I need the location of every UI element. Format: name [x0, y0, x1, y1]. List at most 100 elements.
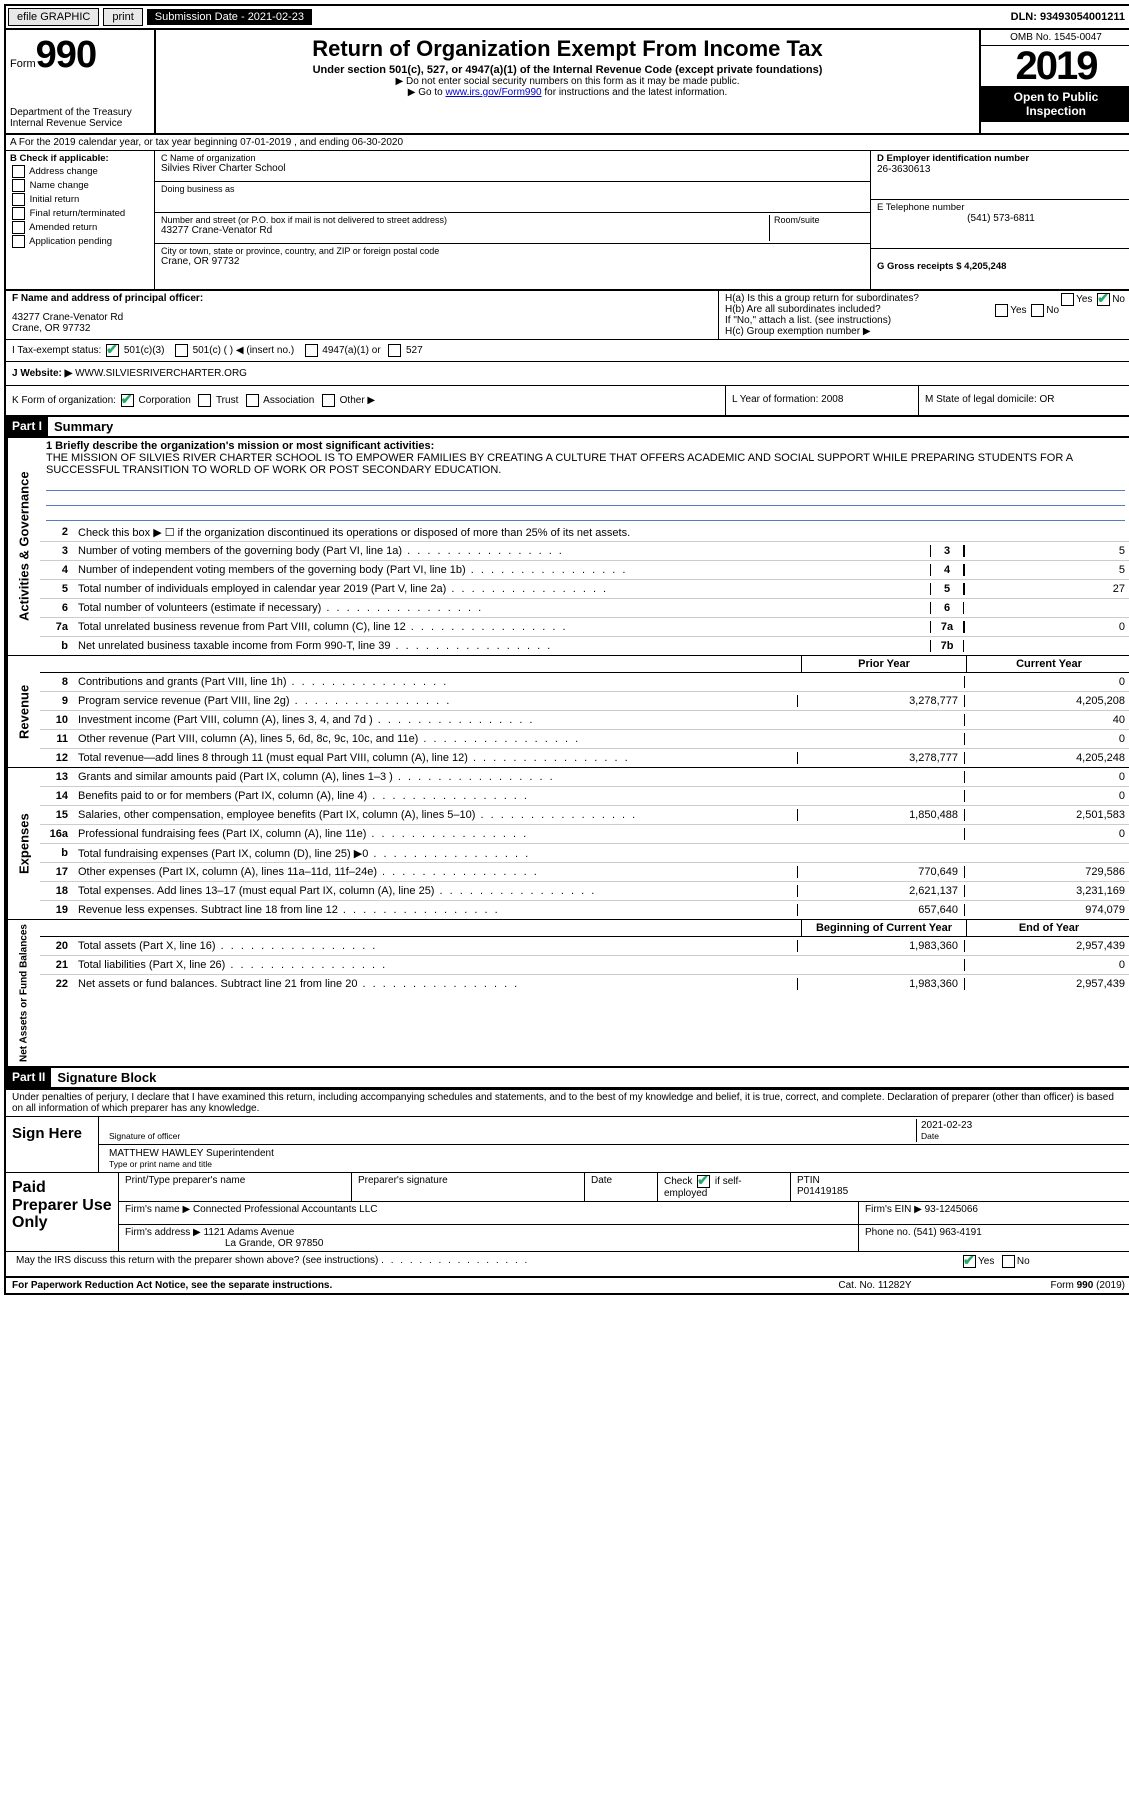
ein-label: D Employer identification number	[877, 153, 1125, 164]
net-col-hdr: Beginning of Current Year End of Year	[40, 920, 1129, 937]
row-klm: K Form of organization: Corporation Trus…	[6, 386, 1129, 417]
line-4: 4Number of independent voting members of…	[40, 561, 1129, 580]
line-19: 19Revenue less expenses. Subtract line 1…	[40, 901, 1129, 919]
firm-phone: (541) 963-4191	[913, 1227, 981, 1238]
dln: DLN: 93493054001211	[1011, 11, 1129, 23]
discuss-yes-chk[interactable]	[963, 1255, 976, 1268]
line-current: 0	[964, 790, 1129, 802]
paid-label: Paid Preparer Use Only	[6, 1173, 119, 1251]
gross-label: G Gross receipts $ 4,205,248	[877, 261, 1125, 272]
form-line3: ▶ Go to www.irs.gov/Form990 for instruct…	[160, 87, 975, 98]
chk-application-pending[interactable]: Application pending	[10, 235, 150, 248]
chk-501c[interactable]	[175, 344, 188, 357]
line-box: 3	[930, 545, 964, 557]
footer-left: For Paperwork Reduction Act Notice, see …	[12, 1280, 775, 1291]
tax-label: I Tax-exempt status:	[12, 345, 101, 356]
line-desc: Net assets or fund balances. Subtract li…	[74, 977, 797, 991]
dept-label: Department of the Treasury	[10, 107, 150, 118]
phone-value: (541) 573-6811	[877, 213, 1125, 224]
chk-4947[interactable]	[305, 344, 318, 357]
firm-addr-label: Firm's address ▶	[125, 1227, 201, 1238]
expenses-section: Expenses 13Grants and similar amounts pa…	[6, 768, 1129, 920]
hb-yes: Yes	[1010, 305, 1026, 316]
cell-dba: Doing business as	[155, 182, 870, 213]
discuss-no-chk[interactable]	[1002, 1255, 1015, 1268]
print-button[interactable]: print	[103, 8, 142, 26]
sig-name-line: MATTHEW HAWLEY Superintendent Type or pr…	[99, 1145, 1129, 1172]
ha-no-chk[interactable]	[1097, 293, 1110, 306]
chk-trust[interactable]	[198, 394, 211, 407]
name-title-caption: Type or print name and title	[109, 1159, 1121, 1169]
line-num: 6	[40, 602, 74, 614]
inspect2: Inspection	[983, 104, 1129, 118]
hb-no-chk[interactable]	[1031, 304, 1044, 317]
line-num: 7a	[40, 621, 74, 633]
p-sig-label: Preparer's signature	[352, 1173, 585, 1201]
part2-header: Part II Signature Block	[6, 1068, 1129, 1088]
chk-name-change[interactable]: Name change	[10, 179, 150, 192]
line-desc: Number of independent voting members of …	[74, 563, 930, 577]
line-desc: Contributions and grants (Part VIII, lin…	[74, 675, 797, 689]
eoy-hdr: End of Year	[966, 920, 1129, 936]
cell-org-name: C Name of organization Silvies River Cha…	[155, 151, 870, 182]
chk-527[interactable]	[388, 344, 401, 357]
chk-corp[interactable]	[121, 394, 134, 407]
line-current: 4,205,248	[964, 752, 1129, 764]
chk-final-return[interactable]: Final return/terminated	[10, 207, 150, 220]
top-bar: efile GRAPHIC print Submission Date - 20…	[6, 6, 1129, 30]
line-b: bTotal fundraising expenses (Part IX, co…	[40, 844, 1129, 863]
line-2: 2 Check this box ▶ ☐ if the organization…	[40, 523, 1129, 542]
hb-yes-chk[interactable]	[995, 304, 1008, 317]
irs-link[interactable]: www.irs.gov/Form990	[445, 87, 541, 98]
line-val: 27	[964, 583, 1129, 595]
mission-underline3	[46, 506, 1125, 521]
sign-here-content: Signature of officer 2021-02-23 Date MAT…	[99, 1117, 1129, 1172]
h-a: H(a) Is this a group return for subordin…	[725, 293, 1125, 304]
line-current: 40	[964, 714, 1129, 726]
row-a-tax-year: A For the 2019 calendar year, or tax yea…	[6, 135, 1129, 151]
ha-yes-chk[interactable]	[1061, 293, 1074, 306]
line-desc: Professional fundraising fees (Part IX, …	[74, 827, 797, 841]
chk-other[interactable]	[322, 394, 335, 407]
boy-hdr: Beginning of Current Year	[801, 920, 966, 936]
governance-section: Activities & Governance 1 Briefly descri…	[6, 438, 1129, 656]
line-14: 14Benefits paid to or for members (Part …	[40, 787, 1129, 806]
expenses-body: 13Grants and similar amounts paid (Part …	[40, 768, 1129, 919]
footer-right: Form 990 (2019)	[975, 1280, 1125, 1291]
chk-assoc[interactable]	[246, 394, 259, 407]
tax-4947: 4947(a)(1) or	[322, 345, 380, 356]
discuss-row: May the IRS discuss this return with the…	[6, 1251, 1129, 1276]
officer-name-title: MATTHEW HAWLEY Superintendent	[109, 1148, 1121, 1159]
tax-501c: 501(c) ( ) ◀ (insert no.)	[193, 345, 295, 356]
chk-501c3[interactable]	[106, 344, 119, 357]
line-desc: Number of voting members of the governin…	[74, 544, 930, 558]
h-note: If "No," attach a list. (see instruction…	[725, 315, 1125, 326]
line-desc: Total number of volunteers (estimate if …	[74, 601, 930, 615]
ein-value: 26-3630613	[877, 164, 1125, 175]
chk-amended[interactable]: Amended return	[10, 221, 150, 234]
firm-ein: 93-1245066	[925, 1204, 978, 1215]
sig-date: 2021-02-23	[921, 1120, 1121, 1131]
firm-addr-cell: Firm's address ▶ 1121 Adams Avenue La Gr…	[119, 1225, 859, 1251]
chk-initial-return[interactable]: Initial return	[10, 193, 150, 206]
line-desc: Total revenue—add lines 8 through 11 (mu…	[74, 751, 797, 765]
line1-label: 1 Briefly describe the organization's mi…	[46, 440, 434, 452]
mission-underline1	[46, 476, 1125, 491]
line3-pre: ▶ Go to	[408, 87, 446, 98]
line-desc: Total fundraising expenses (Part IX, col…	[74, 846, 797, 861]
revenue-section: Revenue Prior Year Current Year 8Contrib…	[6, 656, 1129, 768]
form-header: Form990 Department of the Treasury Inter…	[6, 30, 1129, 135]
discuss-yes: Yes	[978, 1256, 994, 1267]
revenue-body: Prior Year Current Year 8Contributions a…	[40, 656, 1129, 767]
line-desc: Total expenses. Add lines 13–17 (must eq…	[74, 884, 797, 898]
line-num: 17	[40, 866, 74, 878]
line-current: 0	[964, 771, 1129, 783]
chk-address-change[interactable]: Address change	[10, 165, 150, 178]
line-num: 4	[40, 564, 74, 576]
line-current: 729,586	[964, 866, 1129, 878]
form-line2: ▶ Do not enter social security numbers o…	[160, 76, 975, 87]
header-center: Return of Organization Exempt From Incom…	[156, 30, 979, 133]
self-emp-chk[interactable]	[697, 1175, 710, 1188]
cell-ein: D Employer identification number 26-3630…	[871, 151, 1129, 200]
line-prior: 770,649	[797, 866, 964, 878]
